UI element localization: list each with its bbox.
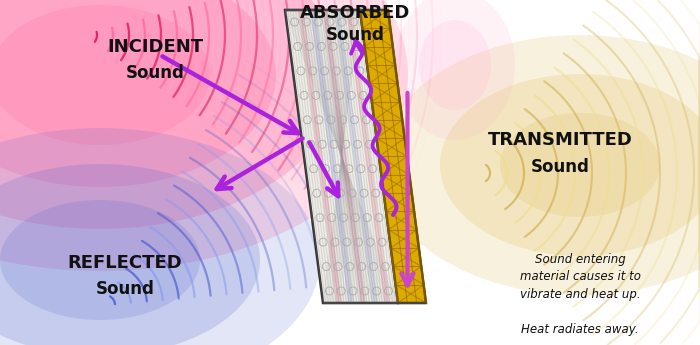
Ellipse shape [0,0,342,229]
Text: Sound: Sound [326,26,384,44]
Polygon shape [360,10,426,303]
Ellipse shape [0,128,320,345]
Ellipse shape [440,74,700,256]
Text: TRANSMITTED: TRANSMITTED [488,131,632,149]
Text: REFLECTED: REFLECTED [68,254,183,272]
Ellipse shape [0,5,210,145]
Text: Sound: Sound [125,64,184,82]
Text: INCIDENT: INCIDENT [107,38,203,56]
Ellipse shape [380,35,700,295]
Text: Sound entering
material causes it to
vibrate and heat up.

Heat radiates away.: Sound entering material causes it to vib… [519,253,640,336]
Ellipse shape [500,113,660,217]
Polygon shape [285,10,398,303]
Text: ABSORBED: ABSORBED [300,4,410,22]
Text: Sound: Sound [96,280,155,298]
Ellipse shape [0,0,276,187]
Polygon shape [388,10,426,303]
Ellipse shape [0,164,260,345]
Ellipse shape [0,200,200,320]
Ellipse shape [395,0,515,140]
Ellipse shape [419,20,491,110]
Text: Sound: Sound [531,158,589,176]
Ellipse shape [0,0,408,271]
